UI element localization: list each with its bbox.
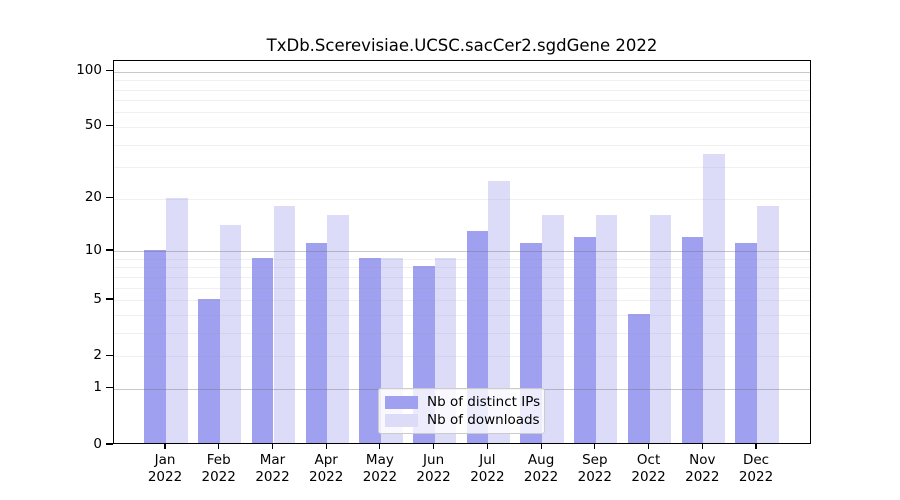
gridline-minor (114, 287, 810, 289)
bar-downloads (488, 180, 511, 443)
x-tick-label-month: May (365, 452, 394, 468)
y-tick-label: 2 (93, 346, 102, 363)
bar-distinct-ips (681, 236, 704, 443)
gridline-minor (114, 100, 810, 102)
legend-item-distinct-ips: Nb of distinct IPs (385, 394, 541, 410)
bar-distinct-ips (144, 250, 166, 443)
bar-distinct-ips (198, 299, 220, 443)
legend-swatch-downloads (385, 413, 418, 427)
x-tick-label-year: 2022 (470, 469, 505, 485)
x-tick-label-month: Jan (154, 452, 176, 468)
x-tick-mark (218, 444, 220, 449)
gridline-minor (114, 126, 810, 128)
gridline-minor (114, 276, 810, 278)
y-tick-mark (106, 70, 113, 72)
y-tick-label: 5 (93, 290, 102, 307)
x-tick-label-month: Aug (527, 452, 555, 468)
x-tick-label-year: 2022 (523, 469, 559, 485)
y-tick-label: 10 (84, 241, 102, 258)
chart-title: TxDb.Scerevisiae.UCSC.sacCer2.sgdGene 20… (266, 36, 658, 55)
bar-distinct-ips (627, 314, 650, 443)
x-tick-label-month: Sep (582, 452, 608, 468)
bar-distinct-ips (359, 257, 381, 443)
x-tick-label-month: Jun (423, 452, 445, 468)
x-tick-label-year: 2022 (738, 469, 774, 485)
x-tick-mark (701, 444, 703, 449)
legend-label-downloads: Nb of downloads (427, 412, 540, 428)
y-tick-mark (106, 298, 113, 300)
gridline-major (114, 251, 810, 252)
legend-swatch-distinct-ips (385, 395, 418, 409)
x-tick-label-year: 2022 (309, 469, 344, 485)
x-tick-label-year: 2022 (362, 469, 398, 485)
x-tick-mark (755, 444, 757, 449)
bar-downloads (595, 215, 618, 443)
x-tick-label-month: Feb (206, 452, 231, 468)
y-tick-label: 20 (84, 189, 102, 206)
gridline-minor (114, 167, 810, 169)
bar-downloads (542, 215, 564, 443)
y-tick-mark (106, 443, 113, 445)
gridline-minor (114, 356, 810, 358)
bar-downloads (327, 215, 349, 443)
y-tick-mark (106, 197, 113, 199)
bar-downloads (273, 206, 296, 443)
gridline-minor (114, 80, 810, 82)
bar-distinct-ips (574, 236, 596, 443)
legend-label-distinct-ips: Nb of distinct IPs (427, 394, 541, 410)
x-tick-mark (486, 444, 488, 449)
y-tick-label: 100 (76, 62, 102, 79)
y-tick-mark (106, 125, 113, 127)
x-tick-label-month: Apr (314, 452, 338, 468)
bar-distinct-ips (305, 243, 328, 443)
x-tick-mark (271, 444, 274, 449)
x-tick-label-month: Mar (259, 452, 286, 468)
x-tick-label-month: Oct (636, 452, 661, 468)
x-tick-mark (379, 444, 381, 449)
x-tick-mark (325, 444, 327, 449)
x-tick-label-year: 2022 (577, 469, 612, 485)
x-tick-label-month: Jul (479, 452, 496, 468)
x-tick-label-year: 2022 (201, 469, 236, 485)
x-tick-mark (594, 444, 596, 449)
y-tick-label: 0 (93, 435, 102, 452)
gridline-minor (114, 258, 810, 260)
x-tick-mark (540, 444, 542, 449)
y-tick-label: 50 (84, 117, 102, 134)
x-tick-label-month: Dec (742, 452, 770, 468)
gridline-minor (114, 267, 810, 269)
x-tick-label-year: 2022 (631, 469, 666, 485)
bar-distinct-ips (251, 257, 274, 443)
y-tick-mark (106, 354, 113, 356)
legend-item-downloads: Nb of downloads (385, 412, 540, 428)
bar-downloads (166, 197, 188, 443)
bar-downloads (703, 154, 725, 443)
gridline-major (114, 71, 810, 73)
x-tick-label-year: 2022 (416, 469, 451, 485)
gridline-minor (114, 332, 810, 334)
bar-downloads (219, 225, 242, 443)
x-tick-mark (164, 444, 166, 449)
plot-area (113, 60, 811, 444)
x-tick-label-year: 2022 (255, 469, 290, 485)
gridline-minor (114, 300, 810, 301)
x-tick-label-year: 2022 (685, 469, 720, 485)
gridline-minor (114, 112, 810, 114)
y-tick-mark (106, 249, 113, 251)
gridline-minor (114, 144, 810, 146)
y-tick-label: 1 (93, 379, 102, 396)
x-tick-label-month: Nov (689, 452, 716, 468)
gridline-minor (114, 89, 810, 91)
legend: Nb of distinct IPs Nb of downloads (378, 388, 545, 434)
gridline-minor (114, 198, 810, 200)
bar-downloads (649, 215, 672, 443)
x-tick-mark (648, 444, 650, 449)
bar-distinct-ips (735, 243, 757, 443)
x-tick-label-year: 2022 (147, 469, 183, 485)
x-tick-mark (433, 444, 435, 449)
bar-downloads (757, 206, 779, 443)
y-tick-mark (106, 387, 113, 389)
gridline-minor (114, 314, 810, 316)
